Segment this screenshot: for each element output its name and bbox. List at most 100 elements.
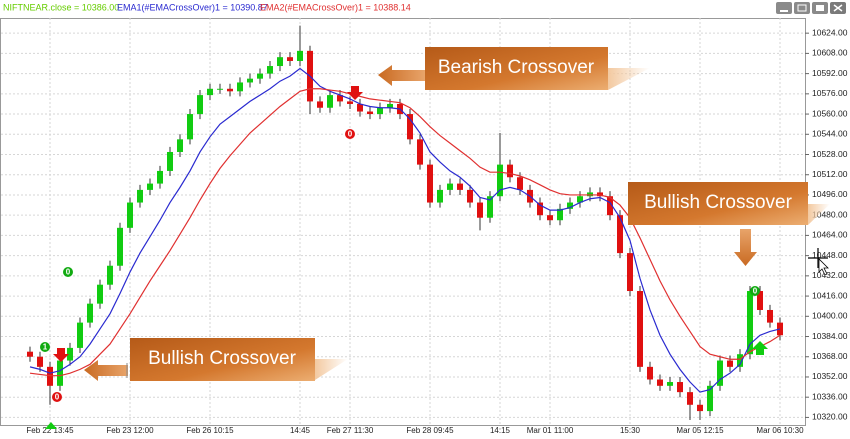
shadow <box>808 204 830 225</box>
annotation-text: Bullish Crossover <box>148 348 296 369</box>
candle-body <box>627 253 633 292</box>
candle-body <box>587 192 593 197</box>
candle-body <box>707 385 713 412</box>
candle-body <box>327 95 333 108</box>
x-tick-label: Feb 26 10:15 <box>186 426 234 435</box>
icon <box>797 4 807 12</box>
y-tick-label: 10400.00 <box>812 311 848 321</box>
candle-body <box>357 103 363 112</box>
shadow <box>315 359 348 380</box>
candle-body <box>337 95 343 102</box>
crosshair <box>808 248 828 268</box>
x-tick-label: Mar 05 12:15 <box>676 426 724 435</box>
x-tick-label: Feb 27 11:30 <box>327 426 374 435</box>
candle-body <box>247 78 253 83</box>
annotations <box>45 47 830 429</box>
minimize-button[interactable] <box>776 2 792 14</box>
x-tick-label: Mar 06 10:30 <box>756 426 804 435</box>
y-tick-label: 10464.00 <box>812 230 848 240</box>
candle-body <box>117 227 123 266</box>
candle-body <box>407 114 413 140</box>
y-tick-label: 10512.00 <box>812 169 848 179</box>
candle-body <box>717 360 723 386</box>
signal-label: 1 <box>43 343 48 352</box>
y-tick-label: 10608.00 <box>812 48 848 58</box>
candle-body <box>77 322 83 348</box>
window-buttons <box>776 2 846 14</box>
candle-body <box>197 95 203 115</box>
annotation-box <box>425 47 608 90</box>
candle-body <box>347 101 353 104</box>
candle-body <box>367 111 373 115</box>
candle-body <box>567 202 573 209</box>
y-tick-label: 10384.00 <box>812 331 848 341</box>
header: NIFTNEAR.close = 10386.00 EMA1(#EMACross… <box>3 2 411 12</box>
candle-body <box>27 351 33 357</box>
candle-body <box>317 101 323 108</box>
candle-body <box>667 382 673 386</box>
candle-body <box>537 202 543 216</box>
annotation-box <box>130 338 315 381</box>
arrow <box>734 229 757 266</box>
candle-body <box>617 215 623 254</box>
candle-body <box>457 183 463 190</box>
arrow <box>378 65 425 86</box>
x-tick-label: 14:15 <box>490 426 511 435</box>
candle-body <box>557 208 563 221</box>
y-tick-label: 10480.00 <box>812 209 848 219</box>
candle-body <box>377 107 383 115</box>
candle-body <box>227 88 233 92</box>
y-tick-label: 10560.00 <box>812 108 848 118</box>
candle-body <box>577 196 583 203</box>
candle-body <box>767 309 773 323</box>
y-tick-label: 10448.00 <box>812 250 848 260</box>
signal-marker <box>52 392 62 402</box>
candle-body <box>447 183 453 190</box>
cursor <box>808 248 829 276</box>
y-tick-label: 10528.00 <box>812 149 848 159</box>
candle-body <box>207 88 213 96</box>
candle-body <box>607 196 613 216</box>
candle-body <box>217 88 223 90</box>
x-tick-label: Feb 28 09:45 <box>406 426 454 435</box>
x-tick-label: 15:30 <box>620 426 641 435</box>
candle-body <box>257 73 263 79</box>
candle-body <box>497 164 503 197</box>
y-tick-label: 10368.00 <box>812 351 848 361</box>
pointer <box>818 258 829 276</box>
y-tick-label: 10352.00 <box>812 371 848 381</box>
y-tick-label: 10336.00 <box>812 391 848 401</box>
candle-body <box>87 303 93 323</box>
candle-body <box>417 139 423 165</box>
buy-arrow <box>752 341 768 355</box>
sell-arrow <box>347 86 363 100</box>
legend-entry: EMA2(#EMACrossOver)1 = 10388.14 <box>260 2 411 12</box>
signal-marker <box>63 267 73 277</box>
signal-label: 0 <box>55 393 60 402</box>
annotation-text: Bullish Crossover <box>644 192 792 213</box>
candle-body <box>727 360 733 367</box>
y-tick-label: 10624.00 <box>812 27 848 37</box>
y-tick-label: 10432.00 <box>812 270 848 280</box>
candle-body <box>737 354 743 367</box>
candle-body <box>277 57 283 67</box>
candle-body <box>387 103 393 108</box>
restore-button[interactable] <box>794 2 810 14</box>
candle-body <box>477 202 483 218</box>
candle-body <box>467 189 473 203</box>
x-tick-label: 14:45 <box>290 426 311 435</box>
icon <box>833 4 843 12</box>
candle-body <box>237 82 243 92</box>
signal-label: 0 <box>66 268 71 277</box>
candle-body <box>147 183 153 190</box>
candle-body <box>47 366 53 386</box>
candle-body <box>507 164 513 178</box>
candle-body <box>107 265 113 285</box>
shadow <box>608 68 650 90</box>
y-tick-label: 10496.00 <box>812 189 848 199</box>
candle-body <box>657 379 663 386</box>
candle-body <box>777 322 783 336</box>
candle-body <box>157 170 163 184</box>
signal-marker <box>345 129 355 139</box>
